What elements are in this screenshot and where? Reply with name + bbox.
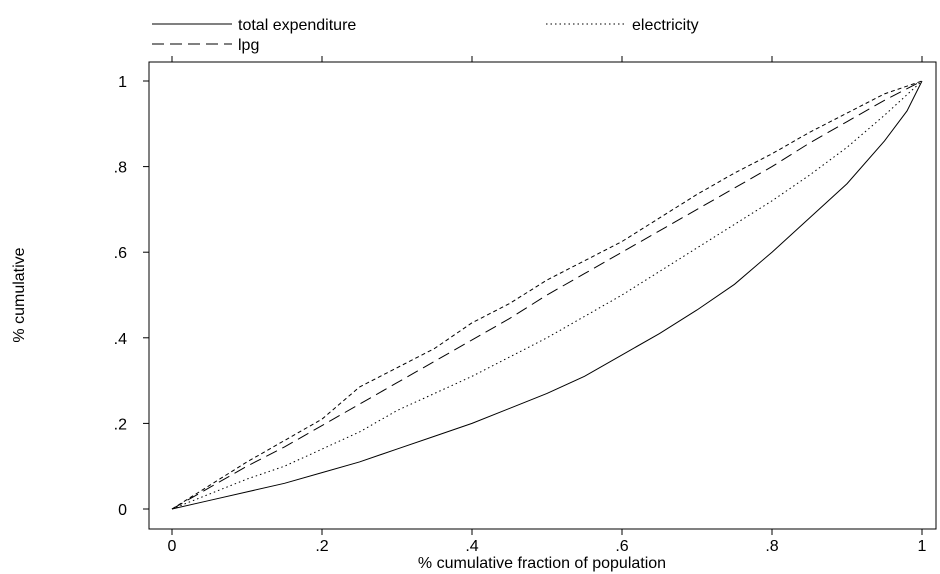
y-tick-label: 0 [118,502,127,519]
series-line-electricity [171,80,923,510]
series-lines [171,80,923,510]
x-tick-label: .6 [615,538,628,555]
legend-label: lpg [238,37,259,54]
y-tick-label: .8 [114,160,127,177]
series-line-total-expenditure [171,80,923,510]
series-line-short-dashed [171,80,923,510]
axes: 0 .2 .4 .6 .8 1 0 .2 .4 .6 .8 1 [114,56,927,555]
x-tick-label: .2 [315,538,328,555]
plot-frame [148,61,937,530]
y-tick-label: .2 [114,416,127,433]
legend-label: total expenditure [238,17,356,34]
x-axis-label: % cumulative fraction of population [418,555,666,572]
legend: total expenditure electricity lpg [152,17,699,54]
y-axis-label: % cumulative [11,247,28,342]
x-tick-label: .4 [465,538,478,555]
legend-label: electricity [632,17,699,34]
y-tick-label: .6 [114,245,127,262]
x-tick-label: 1 [918,538,927,555]
series-line-lpg [171,80,923,510]
y-tick-label: .4 [114,331,127,348]
y-tick-label: 1 [118,74,127,91]
x-tick-label: 0 [168,538,177,555]
x-tick-label: .8 [765,538,778,555]
